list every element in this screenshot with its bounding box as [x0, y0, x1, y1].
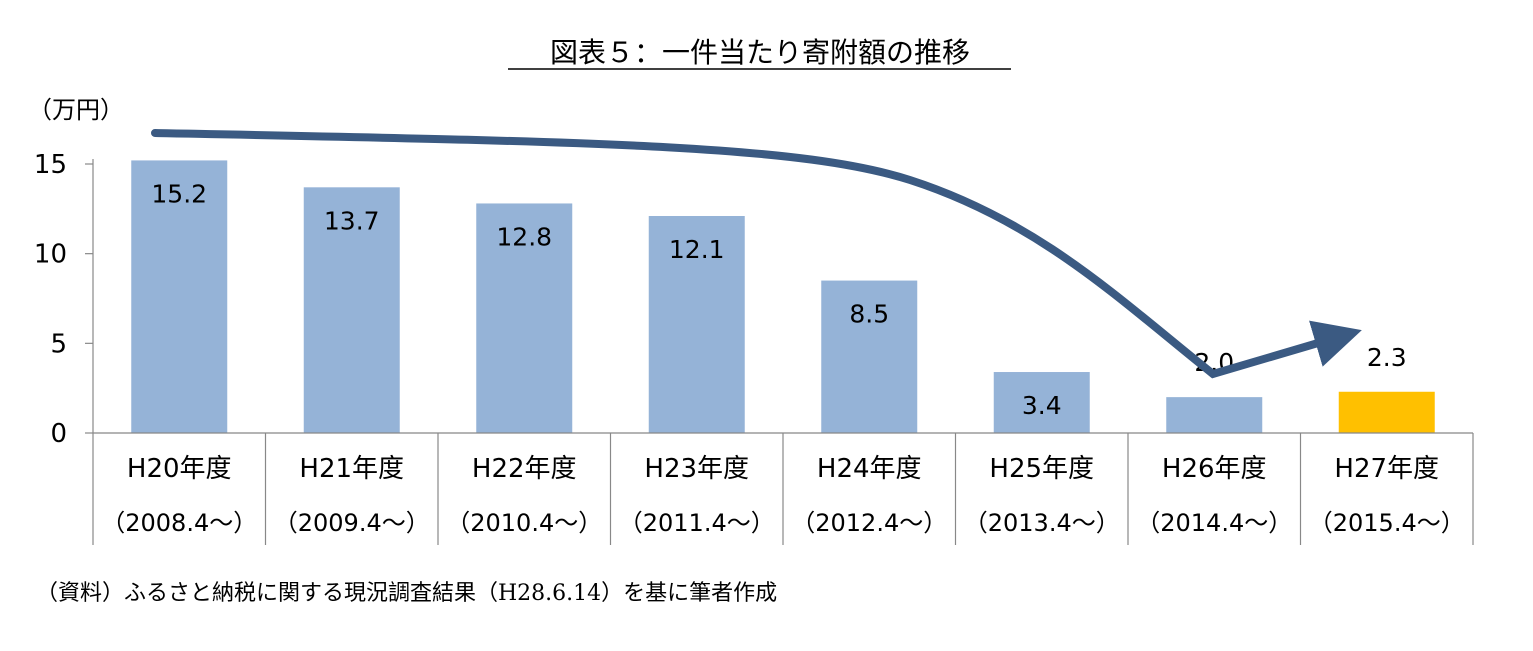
x-period-label: （2011.4～）: [619, 509, 775, 537]
x-tick-label: H22年度: [472, 454, 577, 484]
x-tick-label: H27年度: [1334, 454, 1439, 484]
chart-title: 図表５：一件当たり寄附額の推移: [550, 36, 970, 69]
bar: [303, 187, 400, 433]
x-tick-label: H24年度: [817, 454, 922, 484]
x-tick-label: H26年度: [1162, 454, 1267, 484]
bar: [1338, 391, 1435, 433]
trend-arrow: [151, 129, 1362, 379]
y-tick-label: 0: [50, 419, 67, 449]
bar: [648, 216, 745, 433]
x-period-label: （2015.4～）: [1309, 509, 1465, 537]
x-tick-label: H25年度: [989, 454, 1094, 484]
x-period-label: （2013.4～）: [964, 509, 1120, 537]
bar: [993, 372, 1090, 433]
bar-value-label: 13.7: [324, 206, 380, 235]
bar: [131, 160, 228, 433]
bars-group: [131, 160, 1435, 433]
bar-value-label: 12.8: [496, 222, 552, 251]
source-note: （資料）ふるさと納税に関する現況調査結果（H28.6.14）を基に筆者作成: [36, 581, 777, 606]
bar: [821, 280, 918, 433]
x-period-label: （2008.4～）: [101, 509, 257, 537]
x-period-label: （2010.4～）: [446, 509, 602, 537]
x-period-label: （2014.4～）: [1136, 509, 1292, 537]
x-tick-label: H20年度: [127, 454, 232, 484]
x-period-label: （2012.4～）: [791, 509, 947, 537]
y-tick-label: 15: [34, 150, 67, 180]
bar: [476, 203, 573, 433]
bar-value-label: 3.4: [1022, 391, 1062, 420]
bar: [1166, 397, 1263, 433]
x-tick-label: H21年度: [299, 454, 404, 484]
x-period-label: （2009.4～）: [274, 509, 430, 537]
y-axis-unit-label: （万円）: [28, 96, 124, 124]
bar-value-label: 2.3: [1367, 343, 1407, 372]
y-axis: 0 5 10 15: [34, 150, 94, 449]
y-tick-label: 5: [50, 329, 67, 359]
x-tick-label: H23年度: [644, 454, 749, 484]
x-axis: H20年度 （2008.4～） H21年度 （2009.4～） H22年度 （2010.4…: [92, 432, 1474, 545]
bar-value-label: 12.1: [669, 235, 725, 264]
bar-value-label: 15.2: [151, 179, 207, 208]
bar-value-label: 8.5: [849, 300, 889, 329]
y-tick-label: 10: [34, 240, 67, 270]
